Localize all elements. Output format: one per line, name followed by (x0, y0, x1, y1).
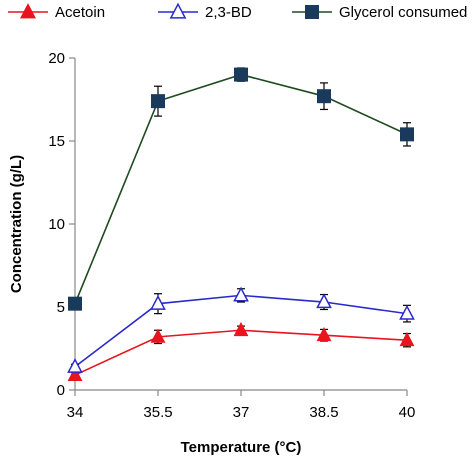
legend-item: Glycerol consumed (292, 4, 467, 21)
legend-item: Acetoin (8, 3, 105, 21)
series-layer (67, 67, 415, 381)
data-point (151, 94, 165, 109)
data-point (234, 67, 248, 82)
x-tick-label: 38.5 (309, 404, 338, 421)
x-axis-title: Temperature (°C) (181, 439, 302, 456)
series-acetoin (67, 321, 415, 381)
data-point (233, 321, 249, 337)
y-tick-label: 15 (48, 133, 65, 150)
series-glycerol-consumed (68, 67, 414, 311)
plot-area: 0 5 10 15 20 34 35.5 37 38.5 40 (48, 50, 415, 421)
data-point (399, 331, 415, 347)
y-tick-label: 20 (48, 50, 65, 67)
data-point (316, 326, 332, 342)
data-point (400, 127, 414, 142)
legend-label: Acetoin (55, 4, 105, 21)
legend-item: 2,3-BD (158, 2, 252, 21)
data-point (150, 294, 166, 310)
y-tick-label: 5 (57, 299, 65, 316)
data-point (67, 357, 83, 373)
x-ticks: 34 35.5 37 38.5 40 (67, 390, 416, 421)
legend-label: 2,3-BD (205, 4, 252, 21)
data-point (317, 89, 331, 104)
chart-legend: Acetoin 2,3-BD Glycerol consumed (8, 2, 467, 21)
x-tick-label: 37 (233, 404, 250, 421)
legend-marker (305, 5, 319, 19)
data-point (67, 366, 83, 381)
data-point (233, 286, 249, 302)
data-point (150, 328, 166, 343)
series-line (74, 329, 408, 376)
y-ticks: 0 5 10 15 20 (48, 50, 75, 399)
y-tick-label: 0 (57, 382, 65, 399)
legend-label: Glycerol consumed (339, 4, 467, 21)
data-point (68, 296, 82, 311)
x-tick-label: 35.5 (143, 404, 172, 421)
y-tick-label: 10 (48, 216, 65, 233)
legend-marker (20, 3, 36, 19)
legend-marker (169, 2, 187, 19)
data-point (316, 293, 332, 309)
x-tick-label: 34 (67, 404, 84, 421)
series-2-3-bd (67, 286, 415, 373)
y-axis-title: Concentration (g/L) (8, 155, 25, 293)
series-line (74, 73, 408, 304)
data-point (399, 304, 415, 320)
x-tick-label: 40 (399, 404, 416, 421)
